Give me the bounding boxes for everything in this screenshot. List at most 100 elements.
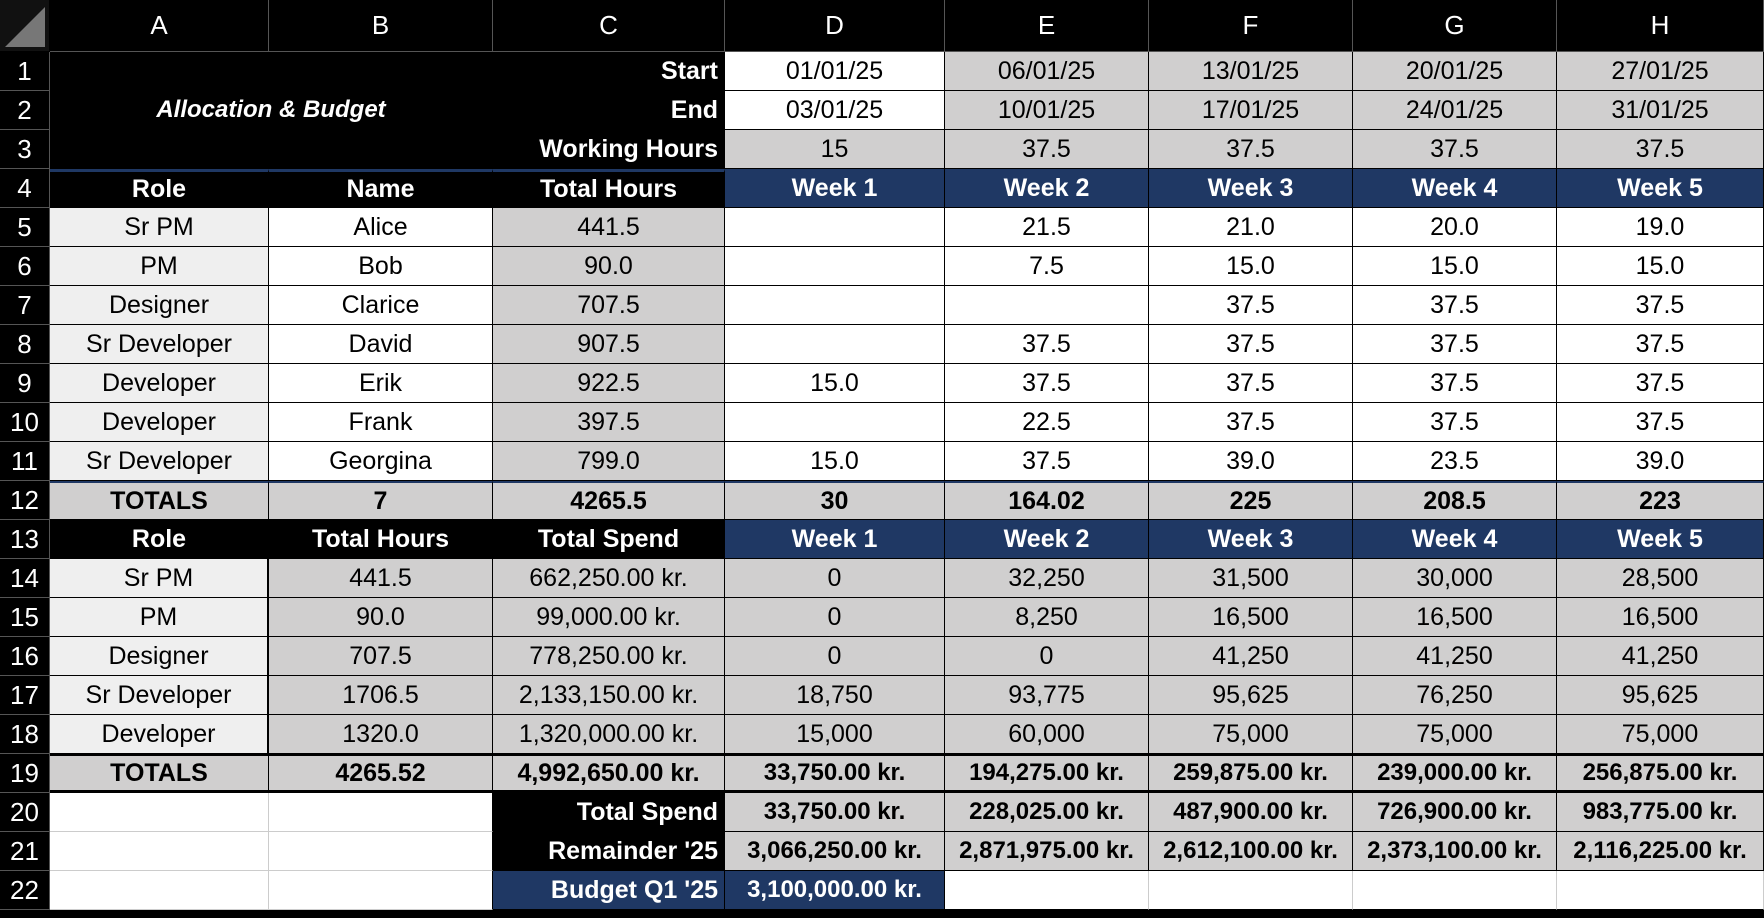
end-date-cell[interactable]: 03/01/25 [725, 91, 945, 130]
alloc-week-hours-cell[interactable]: 37.5 [1353, 364, 1557, 403]
start-date-cell[interactable]: 27/01/25 [1557, 52, 1764, 91]
alloc-week-hours-cell[interactable]: 7.5 [945, 247, 1149, 286]
budget-week-spend-cell[interactable]: 0 [725, 637, 945, 676]
row-header-12[interactable]: 12 [0, 481, 50, 520]
empty-cell[interactable] [1149, 871, 1353, 910]
row-header-15[interactable]: 15 [0, 598, 50, 637]
budget-week-spend-cell[interactable]: 16,500 [1557, 598, 1764, 637]
alloc-week-hours-cell[interactable]: 22.5 [945, 403, 1149, 442]
start-date-cell[interactable]: 01/01/25 [725, 52, 945, 91]
budget-week-header[interactable]: Week 1 [725, 520, 945, 559]
budget-week-spend-cell[interactable]: 75,000 [1149, 715, 1353, 754]
start-date-cell[interactable]: 20/01/25 [1353, 52, 1557, 91]
row-header-19[interactable]: 19 [0, 754, 50, 793]
budget-hours-cell[interactable]: 707.5 [269, 637, 493, 676]
row-header-7[interactable]: 7 [0, 286, 50, 325]
start-date-cell[interactable]: 13/01/25 [1149, 52, 1353, 91]
alloc-name-cell[interactable]: Erik [269, 364, 493, 403]
column-header-E[interactable]: E [945, 0, 1149, 52]
alloc-total-hours-cell[interactable]: 907.5 [493, 325, 725, 364]
budget-hours-cell[interactable]: 1320.0 [269, 715, 493, 754]
alloc-totals-week[interactable]: 30 [725, 481, 945, 520]
budget-totals-week[interactable]: 239,000.00 kr. [1353, 754, 1557, 793]
alloc-total-hours-cell[interactable]: 707.5 [493, 286, 725, 325]
alloc-week-hours-cell[interactable]: 37.5 [1149, 286, 1353, 325]
alloc-week-header[interactable]: Week 2 [945, 169, 1149, 208]
remainder-cell[interactable]: 2,612,100.00 kr. [1149, 832, 1353, 871]
alloc-week-hours-cell[interactable] [725, 208, 945, 247]
alloc-week-hours-cell[interactable]: 23.5 [1353, 442, 1557, 481]
empty-cell[interactable] [269, 871, 493, 910]
empty-cell[interactable] [50, 832, 269, 871]
budget-q1-value[interactable]: 3,100,000.00 kr. [725, 871, 945, 910]
alloc-header-cell[interactable]: Name [269, 169, 493, 208]
alloc-header-cell[interactable]: Total Hours [493, 169, 725, 208]
working-hours-cell[interactable]: 15 [725, 130, 945, 169]
alloc-week-hours-cell[interactable]: 37.5 [945, 325, 1149, 364]
budget-week-header[interactable]: Week 4 [1353, 520, 1557, 559]
row-header-1[interactable]: 1 [0, 52, 50, 91]
budget-spend-cell[interactable]: 1,320,000.00 kr. [493, 715, 725, 754]
label-start[interactable]: Start [493, 52, 725, 91]
budget-header-cell[interactable]: Total Spend [493, 520, 725, 559]
budget-week-spend-cell[interactable]: 95,625 [1149, 676, 1353, 715]
end-date-cell[interactable]: 10/01/25 [945, 91, 1149, 130]
row-header-10[interactable]: 10 [0, 403, 50, 442]
row-header-22[interactable]: 22 [0, 871, 50, 910]
empty-cell[interactable] [50, 871, 269, 910]
end-date-cell[interactable]: 24/01/25 [1353, 91, 1557, 130]
budget-week-spend-cell[interactable]: 60,000 [945, 715, 1149, 754]
budget-week-spend-cell[interactable]: 32,250 [945, 559, 1149, 598]
alloc-totals-count[interactable]: 7 [269, 481, 493, 520]
budget-spend-cell[interactable]: 778,250.00 kr. [493, 637, 725, 676]
column-header-A[interactable]: A [50, 0, 269, 52]
budget-week-header[interactable]: Week 2 [945, 520, 1149, 559]
alloc-role-cell[interactable]: Sr PM [50, 208, 269, 247]
alloc-week-hours-cell[interactable]: 37.5 [1557, 325, 1764, 364]
alloc-total-hours-cell[interactable]: 397.5 [493, 403, 725, 442]
budget-week-spend-cell[interactable]: 0 [945, 637, 1149, 676]
alloc-role-cell[interactable]: Sr Developer [50, 442, 269, 481]
alloc-week-hours-cell[interactable]: 37.5 [1353, 286, 1557, 325]
label-total-spend[interactable]: Total Spend [493, 793, 725, 832]
row-header-8[interactable]: 8 [0, 325, 50, 364]
cumulative-spend-cell[interactable]: 33,750.00 kr. [725, 793, 945, 832]
budget-week-spend-cell[interactable]: 76,250 [1353, 676, 1557, 715]
alloc-week-hours-cell[interactable]: 37.5 [1149, 325, 1353, 364]
alloc-week-hours-cell[interactable]: 37.5 [945, 364, 1149, 403]
end-date-cell[interactable]: 17/01/25 [1149, 91, 1353, 130]
cumulative-spend-cell[interactable]: 487,900.00 kr. [1149, 793, 1353, 832]
budget-spend-cell[interactable]: 99,000.00 kr. [493, 598, 725, 637]
empty-cell[interactable] [1353, 871, 1557, 910]
alloc-week-hours-cell[interactable]: 15.0 [1557, 247, 1764, 286]
budget-week-spend-cell[interactable]: 41,250 [1557, 637, 1764, 676]
alloc-week-hours-cell[interactable]: 15.0 [725, 364, 945, 403]
column-header-G[interactable]: G [1353, 0, 1557, 52]
row-header-13[interactable]: 13 [0, 520, 50, 559]
alloc-week-hours-cell[interactable]: 39.0 [1557, 442, 1764, 481]
budget-week-spend-cell[interactable]: 95,625 [1557, 676, 1764, 715]
alloc-week-hours-cell[interactable]: 37.5 [1353, 325, 1557, 364]
budget-spend-cell[interactable]: 662,250.00 kr. [493, 559, 725, 598]
empty-cell[interactable] [269, 793, 493, 832]
alloc-total-hours-cell[interactable]: 441.5 [493, 208, 725, 247]
working-hours-cell[interactable]: 37.5 [1557, 130, 1764, 169]
alloc-week-hours-cell[interactable]: 19.0 [1557, 208, 1764, 247]
alloc-week-hours-cell[interactable]: 15.0 [1353, 247, 1557, 286]
budget-role-cell[interactable]: PM [50, 598, 269, 637]
budget-totals-week[interactable]: 256,875.00 kr. [1557, 754, 1764, 793]
working-hours-cell[interactable]: 37.5 [1353, 130, 1557, 169]
working-hours-cell[interactable]: 37.5 [945, 130, 1149, 169]
alloc-week-hours-cell[interactable]: 39.0 [1149, 442, 1353, 481]
alloc-week-hours-cell[interactable]: 21.0 [1149, 208, 1353, 247]
row-header-6[interactable]: 6 [0, 247, 50, 286]
end-date-cell[interactable]: 31/01/25 [1557, 91, 1764, 130]
alloc-total-hours-cell[interactable]: 922.5 [493, 364, 725, 403]
alloc-week-hours-cell[interactable] [725, 247, 945, 286]
alloc-totals-week[interactable]: 225 [1149, 481, 1353, 520]
column-header-B[interactable]: B [269, 0, 493, 52]
alloc-role-cell[interactable]: Designer [50, 286, 269, 325]
budget-week-spend-cell[interactable]: 93,775 [945, 676, 1149, 715]
budget-week-spend-cell[interactable]: 28,500 [1557, 559, 1764, 598]
alloc-week-hours-cell[interactable] [725, 325, 945, 364]
